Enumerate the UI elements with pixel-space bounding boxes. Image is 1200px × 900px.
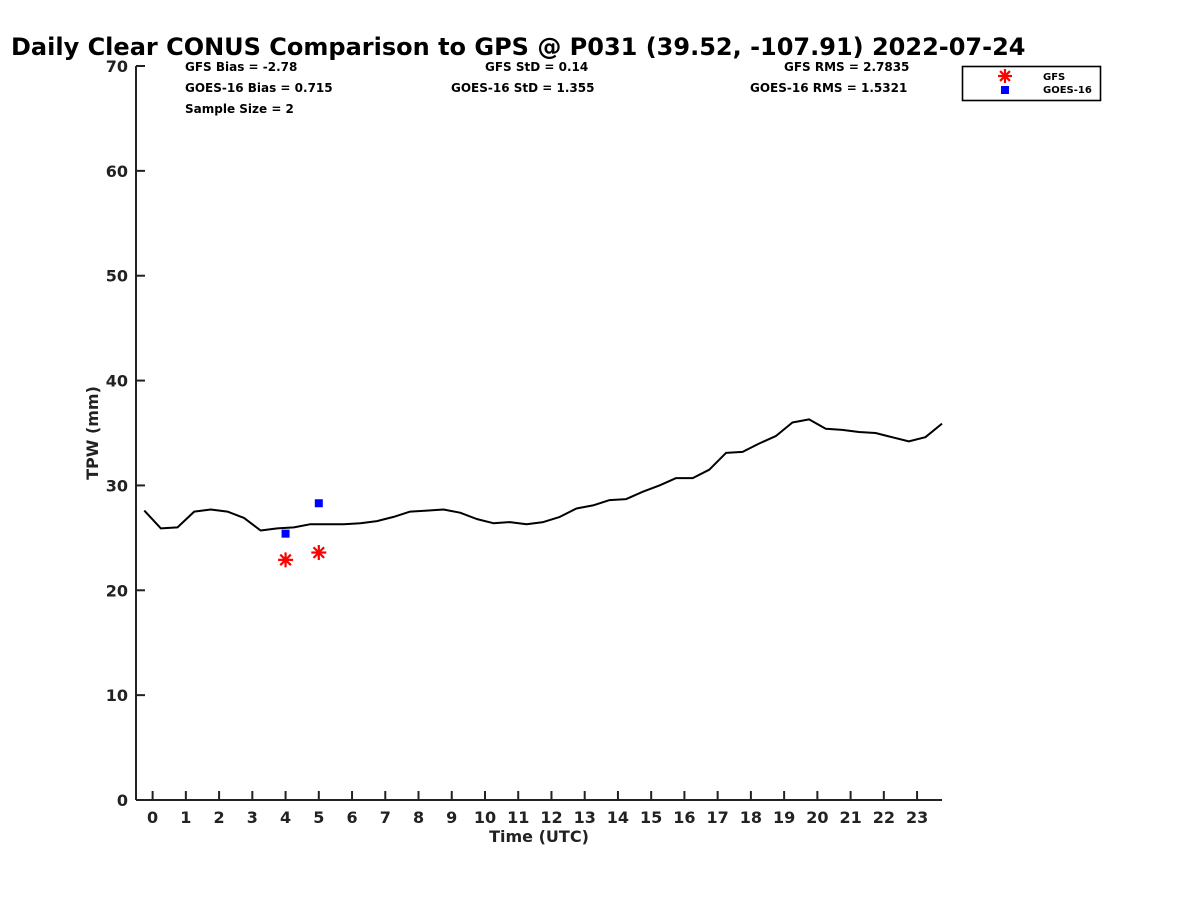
y-tick-label: 60: [106, 162, 128, 181]
x-tick-label: 8: [413, 808, 424, 827]
x-tick-label: 13: [574, 808, 596, 827]
gfs-bias-stat: GFS Bias = -2.78: [185, 60, 297, 74]
goes16-point: [281, 529, 290, 538]
goes-bias-stat: GOES-16 Bias = 0.715: [185, 81, 333, 95]
x-tick-label: 20: [806, 808, 828, 827]
y-tick-label: 50: [106, 267, 128, 286]
x-tick-label: 11: [507, 808, 529, 827]
y-axis-label: TPW (mm): [83, 386, 102, 480]
x-tick-label: 14: [607, 808, 629, 827]
legend-goes16-square: [1001, 86, 1009, 94]
x-tick-label: 19: [773, 808, 795, 827]
x-tick-label: 15: [640, 808, 662, 827]
goes16-point: [314, 499, 323, 508]
legend-box: [961, 65, 1102, 102]
x-tick-label: 10: [474, 808, 496, 827]
legend: GFS GOES-16: [961, 65, 1102, 102]
x-tick-label: 4: [280, 808, 291, 827]
gfs-point-stroke: [312, 546, 325, 559]
gfs-rms-stat: GFS RMS = 2.7835: [784, 60, 909, 74]
goes-rms-stat: GOES-16 RMS = 1.5321: [750, 81, 907, 95]
gfs-point: [311, 545, 327, 561]
y-tick-label: 0: [117, 791, 128, 810]
gfs-point-stroke: [279, 553, 292, 566]
x-axis-label: Time (UTC): [489, 827, 589, 846]
x-tick-label: 18: [740, 808, 762, 827]
x-tick-label: 17: [707, 808, 729, 827]
y-tick-label: 40: [106, 372, 128, 391]
x-tick-label: 6: [346, 808, 357, 827]
x-tick-label: 3: [247, 808, 258, 827]
gfs-point: [278, 552, 294, 568]
x-tick-label: 12: [540, 808, 562, 827]
goes-std-stat: GOES-16 StD = 1.355: [451, 81, 594, 95]
x-tick-label: 2: [214, 808, 225, 827]
x-tick-label: 0: [147, 808, 158, 827]
x-tick-label: 21: [839, 808, 861, 827]
sample-size-stat: Sample Size = 2: [185, 102, 294, 116]
y-tick-label: 10: [106, 686, 128, 705]
x-tick-label: 5: [313, 808, 324, 827]
x-tick-label: 22: [873, 808, 895, 827]
y-tick-label: 20: [106, 581, 128, 600]
x-tick-label: 9: [446, 808, 457, 827]
chart-title: Daily Clear CONUS Comparison to GPS @ P0…: [11, 33, 1025, 61]
x-tick-label: 16: [673, 808, 695, 827]
y-tick-label: 30: [106, 476, 128, 495]
legend-goes16-marker: [1001, 86, 1009, 94]
y-tick-label: 70: [106, 57, 128, 76]
x-tick-label: 23: [906, 808, 928, 827]
gps-series-line: [143, 418, 943, 532]
x-tick-label: 7: [380, 808, 391, 827]
legend-gfs-asterisk-stroke: [999, 70, 1011, 82]
legend-gfs-asterisk: [998, 69, 1012, 83]
gfs-std-stat: GFS StD = 0.14: [485, 60, 588, 74]
legend-gfs-label: GFS: [1043, 72, 1065, 83]
x-tick-label: 1: [180, 808, 191, 827]
legend-gfs-marker: [998, 69, 1012, 83]
legend-goes16-label: GOES-16: [1043, 85, 1092, 96]
